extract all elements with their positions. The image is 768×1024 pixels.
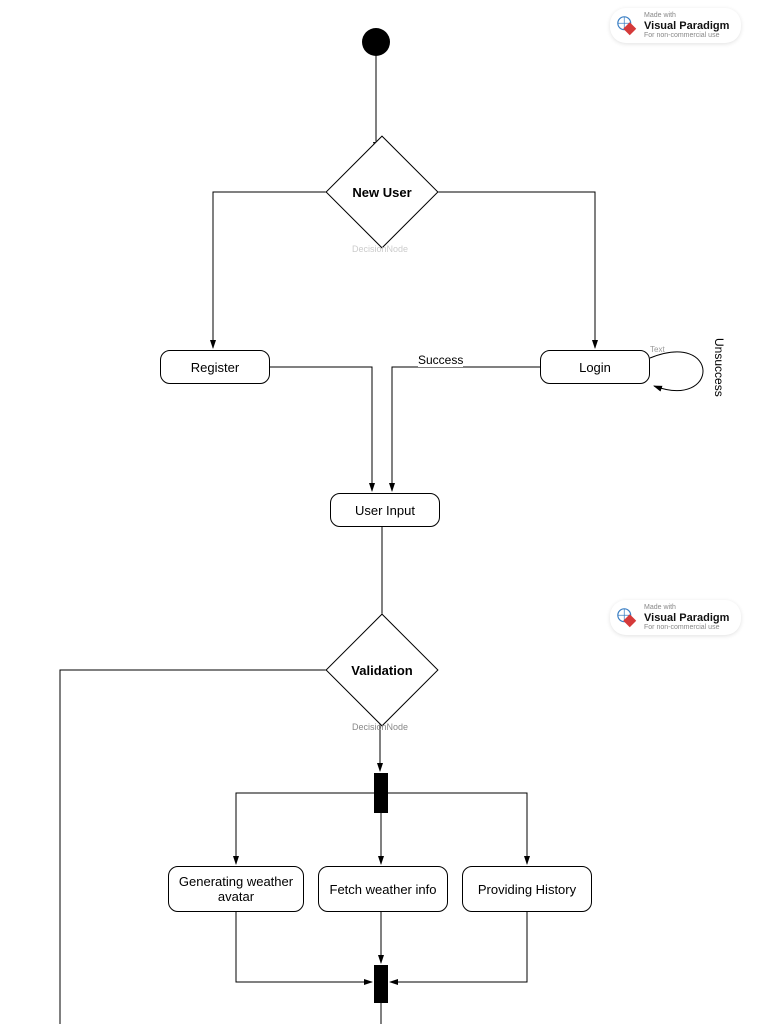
watermark-bottom: For non-commercial use [644, 624, 729, 632]
fork-bar-top [374, 773, 388, 813]
action-login: Login [540, 350, 650, 384]
edge-label-unsuccess: Unsuccess [712, 338, 726, 397]
action-label: Providing History [478, 882, 576, 897]
action-fetch-weather: Fetch weather info [318, 866, 448, 912]
decision-validation: Validation [342, 630, 422, 710]
decision-label: New User [352, 185, 411, 200]
watermark-badge-1: Made with Visual Paradigm For non-commer… [610, 8, 741, 43]
action-user-input: User Input [330, 493, 440, 527]
decision-hint-1: DecisionNode [352, 244, 408, 254]
decision-new-user: New User [342, 152, 422, 232]
vp-logo-icon [616, 607, 638, 629]
action-label: Register [191, 360, 239, 375]
watermark-badge-2: Made with Visual Paradigm For non-commer… [610, 600, 741, 635]
text-hint: Text [650, 345, 665, 354]
action-label: User Input [355, 503, 415, 518]
start-node [362, 28, 390, 56]
decision-hint-2: DecisionNode [352, 722, 408, 732]
watermark-bottom: For non-commercial use [644, 32, 729, 40]
action-register: Register [160, 350, 270, 384]
decision-label: Validation [351, 663, 412, 678]
join-bar-bottom [374, 965, 388, 1003]
action-label: Login [579, 360, 611, 375]
action-label: Generating weather avatar [177, 874, 295, 904]
action-generate-avatar: Generating weather avatar [168, 866, 304, 912]
action-label: Fetch weather info [330, 882, 437, 897]
watermark-top: Made with [644, 12, 729, 20]
watermark-brand: Visual Paradigm [644, 20, 729, 32]
watermark-top: Made with [644, 604, 729, 612]
action-providing-history: Providing History [462, 866, 592, 912]
vp-logo-icon [616, 15, 638, 37]
edge-label-success: Success [418, 353, 463, 367]
watermark-brand: Visual Paradigm [644, 612, 729, 624]
